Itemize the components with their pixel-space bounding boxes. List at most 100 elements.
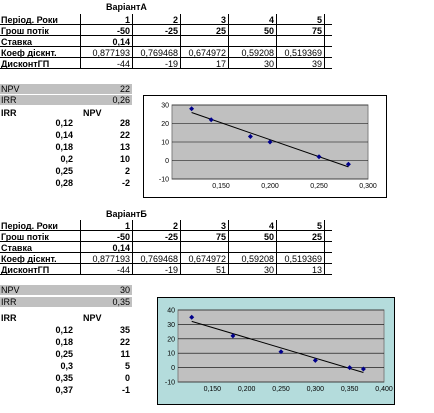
value-cell[interactable]: 25	[215, 26, 226, 36]
npv-label-a[interactable]: NPV	[1, 84, 20, 94]
row-label[interactable]: Період. Роки	[1, 221, 58, 231]
row-label[interactable]: Ставка	[1, 37, 32, 47]
npv-cell[interactable]: 22	[119, 130, 130, 140]
value-cell[interactable]: 0,59208	[241, 254, 274, 264]
irr-label-a[interactable]: IRR	[1, 95, 17, 105]
value-cell[interactable]	[178, 243, 228, 253]
value-cell[interactable]	[178, 37, 228, 47]
row-label[interactable]: Коеф діскнт.	[1, 254, 57, 264]
npv-header-b[interactable]: NPV	[83, 313, 102, 323]
irr-cell[interactable]: 0,25	[55, 166, 73, 176]
npv-cell[interactable]: -1	[121, 385, 130, 395]
npv-cell[interactable]: 13	[119, 142, 130, 152]
irr-cell[interactable]: 0,35	[55, 373, 73, 383]
value-cell[interactable]: -19	[164, 59, 178, 69]
irr-label-b[interactable]: IRR	[1, 297, 17, 307]
value-cell[interactable]: 0,14	[112, 37, 130, 47]
block-a-title[interactable]: ВаріантА	[106, 2, 147, 12]
irr-cell[interactable]: 0,12	[55, 118, 73, 128]
value-cell[interactable]: 4	[268, 221, 274, 231]
npv-cell[interactable]: 11	[120, 349, 130, 359]
value-cell[interactable]: 0,674972	[188, 48, 226, 58]
irr-header-a[interactable]: IRR	[1, 108, 17, 118]
value-cell[interactable]: 0,674972	[188, 254, 226, 264]
block-b-title[interactable]: ВаріантБ	[106, 209, 147, 219]
value-cell[interactable]: 0,59208	[241, 48, 274, 58]
irr-cell[interactable]: 0,28	[55, 178, 73, 188]
value-cell[interactable]: 13	[311, 265, 322, 275]
value-cell[interactable]	[130, 37, 180, 47]
value-cell[interactable]: 75	[311, 26, 322, 36]
value-cell[interactable]: -19	[164, 265, 178, 275]
value-cell[interactable]: 30	[263, 265, 274, 275]
irr-cell[interactable]: 0,2	[60, 154, 73, 164]
npv-value-b[interactable]: 30	[119, 285, 130, 295]
value-cell[interactable]: 5	[316, 221, 322, 231]
value-cell[interactable]: 0,877193	[92, 48, 130, 58]
row-label[interactable]: Грош потік	[1, 232, 49, 242]
value-cell[interactable]: 30	[263, 59, 274, 69]
value-cell[interactable]: 0,769468	[140, 254, 178, 264]
row-label[interactable]: Коеф діскнт.	[1, 48, 57, 58]
irr-value-a[interactable]: 0,26	[112, 95, 130, 105]
value-cell[interactable]: 1	[124, 15, 130, 25]
value-cell[interactable]: 4	[268, 15, 274, 25]
row-label[interactable]: ДисконтГП	[1, 59, 50, 69]
value-cell[interactable]: -44	[116, 59, 130, 69]
irr-cell[interactable]: 0,37	[55, 385, 73, 395]
value-cell[interactable]: -50	[116, 232, 130, 242]
npv-cell[interactable]: 22	[119, 337, 130, 347]
row-label[interactable]: Грош потік	[1, 26, 49, 36]
value-cell[interactable]: 3	[220, 221, 226, 231]
npv-cell[interactable]: 10	[119, 154, 130, 164]
value-cell[interactable]: -44	[116, 265, 130, 275]
npv-cell[interactable]: 28	[119, 118, 130, 128]
value-cell[interactable]: 39	[311, 59, 322, 69]
chart-b[interactable]: 40 30 20 10 0 -10 0,150 0,200 0,250 0,300 0,350 0,4…	[157, 297, 395, 405]
row-label[interactable]: Ставка	[1, 243, 32, 253]
value-cell[interactable]	[274, 243, 324, 253]
value-cell[interactable]: 2	[172, 15, 178, 25]
value-cell[interactable]: 5	[316, 15, 322, 25]
value-cell[interactable]	[130, 243, 180, 253]
chart-a[interactable]: 30 20 10 0 -10 0,150 0,200 0,250 0,300	[143, 95, 387, 198]
npv-header-a[interactable]: NPV	[83, 108, 102, 118]
irr-cell[interactable]: 0,18	[55, 337, 73, 347]
irr-cell[interactable]: 0,14	[55, 130, 73, 140]
value-cell[interactable]: 3	[220, 15, 226, 25]
value-cell[interactable]: -25	[164, 232, 178, 242]
value-cell[interactable]: 25	[311, 232, 322, 242]
irr-cell[interactable]: 0,12	[55, 325, 73, 335]
value-cell[interactable]: 0,519369	[284, 48, 322, 58]
npv-cell[interactable]: 2	[124, 166, 130, 176]
value-cell[interactable]: 0,14	[112, 243, 130, 253]
value-cell[interactable]	[226, 37, 276, 47]
value-cell[interactable]: 0,877193	[92, 254, 130, 264]
value-cell[interactable]: -50	[116, 26, 130, 36]
npv-label-b[interactable]: NPV	[1, 285, 20, 295]
irr-cell[interactable]: 0,3	[60, 361, 73, 371]
irr-cell[interactable]: 0,25	[55, 349, 73, 359]
value-cell[interactable]: 2	[172, 221, 178, 231]
row-label[interactable]: ДисконтГП	[1, 265, 50, 275]
npv-cell[interactable]: 0	[124, 373, 130, 383]
value-cell[interactable]: 50	[263, 26, 274, 36]
npv-cell[interactable]: -2	[121, 178, 130, 188]
value-cell[interactable]: 17	[215, 59, 226, 69]
value-cell[interactable]: 51	[215, 265, 226, 275]
value-cell[interactable]: 50	[263, 232, 274, 242]
npv-cell[interactable]: 35	[119, 325, 130, 335]
value-cell[interactable]: 0,519369	[284, 254, 322, 264]
value-cell[interactable]	[274, 37, 324, 47]
irr-cell[interactable]: 0,18	[55, 142, 73, 152]
value-cell[interactable]: 1	[124, 221, 130, 231]
npv-value-a[interactable]: 22	[119, 84, 130, 94]
value-cell[interactable]	[226, 243, 276, 253]
npv-cell[interactable]: 5	[124, 361, 130, 371]
value-cell[interactable]: 75	[215, 232, 226, 242]
value-cell[interactable]: -25	[164, 26, 178, 36]
row-label[interactable]: Період. Роки	[1, 15, 58, 25]
value-cell[interactable]: 0,769468	[140, 48, 178, 58]
irr-value-b[interactable]: 0,35	[112, 297, 130, 307]
irr-header-b[interactable]: IRR	[1, 313, 17, 323]
